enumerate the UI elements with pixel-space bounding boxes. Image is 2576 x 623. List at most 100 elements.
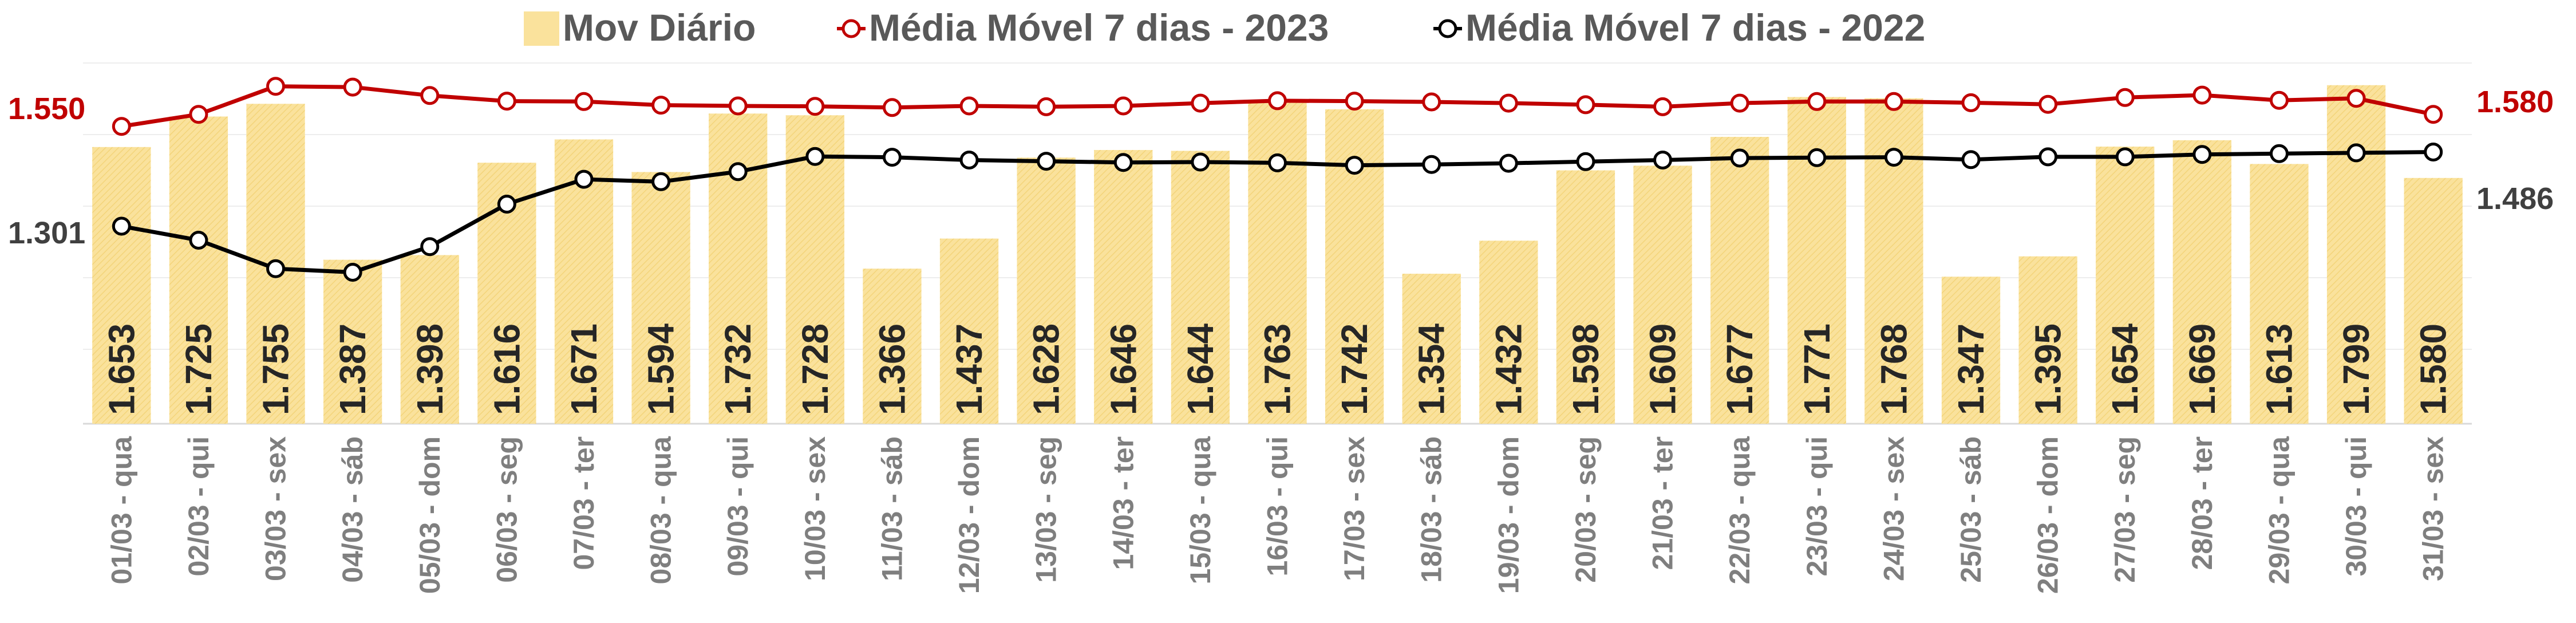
bar [2172, 140, 2232, 424]
legend-marker-media-2022 [1438, 19, 1457, 38]
bar [2250, 164, 2309, 424]
x-axis-labels: 01/03 - qua 02/03 - qui 03/03 - sex 04/03 -… [105, 436, 2449, 594]
bar [1941, 277, 2001, 424]
point-media-2022 [112, 216, 131, 236]
bar-value-label: 1.677 [1719, 324, 1760, 415]
bar-value-label: 1.594 [641, 323, 682, 415]
point-media-2023 [343, 77, 362, 97]
bar-value-label: 1.742 [1334, 324, 1375, 415]
point-media-2023 [882, 98, 902, 117]
point-media-2022 [1807, 148, 1827, 167]
bar [1171, 151, 1230, 424]
point-media-2023 [1807, 92, 1827, 111]
bar-value-label: 1.755 [255, 324, 297, 415]
x-axis-label: 23/03 - qui [1801, 436, 1833, 577]
point-media-2022 [2424, 143, 2443, 161]
point-media-2023 [1730, 93, 1749, 113]
bar-value-label: 1.768 [1873, 324, 1914, 415]
bar [400, 255, 459, 424]
bar [2326, 85, 2386, 424]
bar-value-label: 1.598 [1565, 324, 1606, 415]
legend-swatch-mov-diario [524, 11, 559, 46]
bar-value-label: 1.395 [2028, 324, 2069, 415]
bar-value-label: 1.432 [1488, 324, 1529, 415]
x-axis-label: 16/03 - qui [1262, 436, 1294, 577]
x-axis-label: 27/03 - seg [2109, 436, 2141, 583]
point-media-2023 [805, 97, 825, 116]
bar-value-label: 1.669 [2182, 324, 2223, 415]
point-media-2023 [2424, 105, 2443, 124]
point-media-2022 [574, 169, 594, 189]
bar-value-label: 1.347 [1950, 324, 1992, 415]
point-media-2022 [189, 231, 208, 250]
x-axis-label: 22/03 - qua [1724, 436, 1756, 585]
point-media-2023 [1037, 97, 1056, 116]
bar-value-label: 1.725 [178, 324, 219, 415]
point-media-2022 [959, 151, 979, 169]
legend: Mov Diário Média Móvel 7 dias - 2023 Méd… [524, 6, 1925, 49]
point-media-2022 [1730, 148, 1749, 168]
bar-value-label: 1.609 [1642, 324, 1684, 415]
x-axis-label: 29/03 - qua [2263, 436, 2295, 585]
bar [2096, 147, 2155, 424]
bar-value-label: 1.646 [1103, 324, 1144, 415]
point-media-2023 [497, 92, 516, 111]
point-media-2022 [882, 148, 902, 167]
point-media-2023 [1499, 93, 1518, 113]
point-media-2023 [1113, 96, 1133, 116]
bar-value-label: 1.387 [332, 324, 373, 415]
point-media-2023 [2192, 85, 2212, 105]
bar [1017, 157, 1076, 424]
point-media-2022 [2115, 147, 2135, 167]
x-axis-label: 08/03 - qua [645, 436, 677, 585]
bar [1094, 149, 1153, 424]
bar [631, 172, 690, 424]
bar-value-label: 1.644 [1180, 323, 1221, 415]
start-label-2022: 1.301 [8, 216, 85, 250]
point-media-2023 [1961, 93, 1981, 112]
bar [2404, 178, 2463, 424]
x-axis-label: 01/03 - qua [105, 436, 137, 585]
point-media-2023 [959, 96, 979, 116]
point-media-2023 [2115, 88, 2135, 107]
legend-item-mov-diario: Mov Diário [524, 6, 756, 49]
point-media-2022 [1576, 152, 1595, 171]
point-media-2023 [189, 105, 208, 124]
start-label-2023: 1.550 [8, 92, 85, 126]
point-media-2022 [2038, 147, 2058, 167]
bar [785, 115, 844, 424]
bar-value-label: 1.616 [486, 324, 527, 415]
x-axis-label: 12/03 - dom [953, 436, 985, 594]
bar [1556, 170, 1615, 424]
point-media-2022 [651, 172, 671, 191]
x-axis-label: 03/03 - sex [260, 436, 292, 581]
bar [1479, 240, 1538, 424]
point-media-2022 [497, 195, 516, 214]
bar [1633, 165, 1692, 424]
point-media-2022 [1961, 150, 1981, 169]
x-axis-label: 19/03 - dom [1492, 436, 1524, 594]
point-media-2022 [2269, 144, 2289, 163]
point-media-2023 [1191, 93, 1210, 113]
bar-value-label: 1.654 [2104, 323, 2146, 415]
bar [863, 269, 922, 424]
bar-value-label: 1.799 [2336, 324, 2377, 415]
bar-value-label: 1.763 [1257, 324, 1298, 415]
legend-item-media-2023: Média Móvel 7 dias - 2023 [837, 6, 1329, 49]
bar-value-label: 1.398 [409, 324, 451, 415]
x-axis-label: 21/03 - ter [1647, 436, 1679, 570]
legend-item-media-2022: Média Móvel 7 dias - 2022 [1433, 6, 1925, 49]
point-media-2023 [2038, 94, 2058, 114]
x-axis-label: 28/03 - ter [2186, 436, 2218, 570]
x-axis-label: 26/03 - dom [2032, 436, 2064, 594]
x-axis-label: 05/03 - dom [414, 436, 446, 594]
bar-value-label: 1.732 [717, 324, 758, 415]
point-media-2022 [343, 263, 362, 282]
x-axis-label: 09/03 - qui [722, 436, 754, 577]
bar-value-label: 1.771 [1796, 324, 1838, 415]
bar-value-label: 1.437 [949, 324, 990, 415]
bar [323, 259, 382, 424]
point-media-2022 [1345, 156, 1364, 175]
point-media-2023 [728, 96, 748, 116]
